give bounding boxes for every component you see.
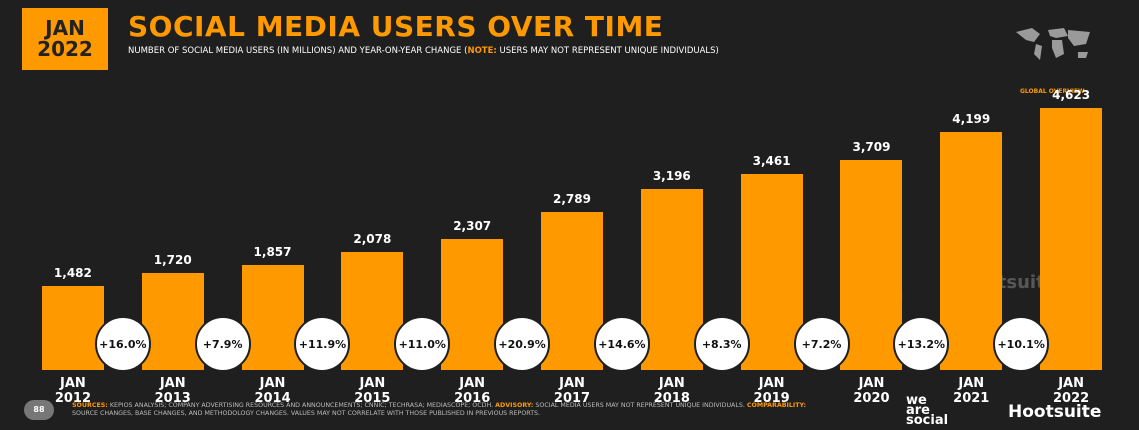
bar xyxy=(41,286,104,370)
x-tick-label: JAN 2018 xyxy=(653,376,690,406)
x-tick-label: JAN 2014 xyxy=(254,376,291,406)
chart-title: SOCIAL MEDIA USERS OVER TIME xyxy=(128,10,664,43)
bar xyxy=(341,252,404,370)
note-text: KEPIOS ANALYSIS; COMPANY ADVERTISING RES… xyxy=(107,402,496,409)
change-badge: +7.9% xyxy=(194,316,251,372)
x-tick-label: JAN 2021 xyxy=(953,376,990,406)
subtitle-text: NUMBER OF SOCIAL MEDIA USERS (IN MILLION… xyxy=(128,46,468,56)
footer-notes: SOURCES: KEPIOS ANALYSIS; COMPANY ADVERT… xyxy=(72,402,832,418)
change-label: +10.1% xyxy=(997,337,1045,351)
region-label: GLOBAL OVERVIEW xyxy=(1020,88,1085,95)
note-text: SOURCE CHANGES, BASE CHANGES, AND METHOD… xyxy=(72,410,541,417)
change-badge: +14.6% xyxy=(593,316,650,372)
x-tick-label: JAN 2019 xyxy=(753,376,790,406)
change-label: +7.2% xyxy=(801,337,842,351)
value-label: 4,623 xyxy=(1052,88,1091,103)
change-badge: +20.9% xyxy=(494,316,551,372)
subtitle-note: NOTE: xyxy=(467,46,497,56)
x-tick-label: JAN 2012 xyxy=(54,376,91,406)
subtitle: NUMBER OF SOCIAL MEDIA USERS (IN MILLION… xyxy=(128,46,719,56)
bar xyxy=(740,174,803,370)
bar xyxy=(640,189,703,370)
bar xyxy=(541,212,603,370)
value-label: 1,857 xyxy=(253,244,292,259)
change-badge: +11.0% xyxy=(394,316,451,372)
change-badge: +7.2% xyxy=(793,316,850,372)
x-tick-label: JAN 2015 xyxy=(354,376,391,406)
change-badge: +16.0% xyxy=(94,316,151,372)
value-label: 2,307 xyxy=(453,219,492,234)
value-label: 4,199 xyxy=(952,112,991,127)
x-tick-label: JAN 2022 xyxy=(1052,376,1090,406)
value-label: 3,709 xyxy=(852,140,891,155)
date-badge: JAN 2022 xyxy=(22,8,108,70)
change-label: +16.0% xyxy=(99,337,147,351)
x-tick-label: JAN 2013 xyxy=(154,376,191,406)
value-label: 3,196 xyxy=(652,169,691,184)
change-label: +8.3% xyxy=(701,337,742,351)
bar xyxy=(241,264,304,370)
change-badge: +8.3% xyxy=(693,316,750,372)
change-badge: +11.9% xyxy=(294,316,351,372)
note-label: SOURCES: xyxy=(72,402,108,409)
bar xyxy=(940,132,1003,370)
bar xyxy=(441,239,504,370)
value-label: 1,720 xyxy=(153,252,192,267)
chart: 1,482 JAN 2012 1,720 JAN 2013 1,857 JAN 2014 2… xyxy=(41,88,1103,406)
page-number: 88 xyxy=(24,400,54,420)
change-badge: +10.1% xyxy=(993,316,1050,372)
bar xyxy=(1040,108,1103,370)
change-label: +11.0% xyxy=(398,337,446,351)
change-label: +20.9% xyxy=(498,337,546,351)
subtitle-text: USERS MAY NOT REPRESENT UNIQUE INDIVIDUA… xyxy=(496,46,719,56)
bar xyxy=(840,160,903,370)
note-label: COMPARABILITY: xyxy=(746,402,807,409)
note-label: ADVISORY: xyxy=(495,402,534,409)
x-tick-label: JAN 2017 xyxy=(553,376,591,406)
world-map-icon xyxy=(1016,28,1090,60)
change-label: +11.9% xyxy=(298,337,347,351)
change-label: +13.2% xyxy=(897,337,946,351)
x-tick-label: JAN 2020 xyxy=(853,376,890,406)
logo: we are social xyxy=(906,393,949,428)
change-label: +7.9% xyxy=(202,337,243,351)
value-label: 2,078 xyxy=(353,232,392,247)
value-label: 3,461 xyxy=(752,154,791,169)
change-badge: +13.2% xyxy=(893,316,950,372)
change-label: +14.6% xyxy=(598,337,646,351)
logo: Hootsuite xyxy=(1008,402,1102,422)
value-label: 1,482 xyxy=(53,266,92,281)
bar xyxy=(141,272,204,370)
value-label: 2,789 xyxy=(553,192,591,207)
x-tick-label: JAN 2016 xyxy=(454,376,491,406)
note-text: SOCIAL MEDIA USERS MAY NOT REPRESENT UNI… xyxy=(533,402,747,409)
